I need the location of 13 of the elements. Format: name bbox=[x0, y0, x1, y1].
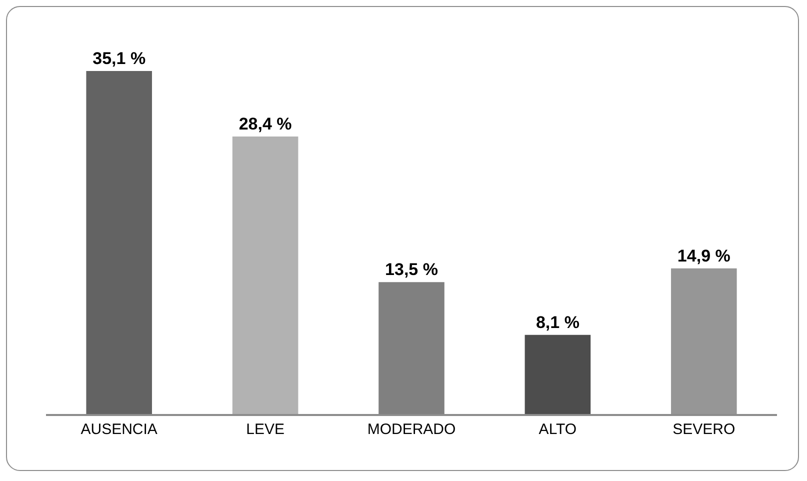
bar bbox=[524, 334, 591, 414]
data-label: 8,1 % bbox=[536, 312, 580, 332]
data-label: 13,5 % bbox=[385, 260, 438, 280]
x-tick-label: AUSENCIA bbox=[80, 420, 158, 438]
x-tick-label: ALTO bbox=[538, 420, 577, 438]
data-label: 14,9 % bbox=[677, 246, 730, 266]
x-tick-label: SEVERO bbox=[672, 420, 736, 438]
bar bbox=[86, 71, 152, 414]
bar bbox=[232, 136, 298, 414]
data-label: 28,4 % bbox=[238, 114, 292, 134]
data-label: 35,1 % bbox=[92, 49, 146, 68]
x-tick-label: MODERADO bbox=[367, 420, 456, 438]
x-tick-label: LEVE bbox=[246, 420, 284, 438]
